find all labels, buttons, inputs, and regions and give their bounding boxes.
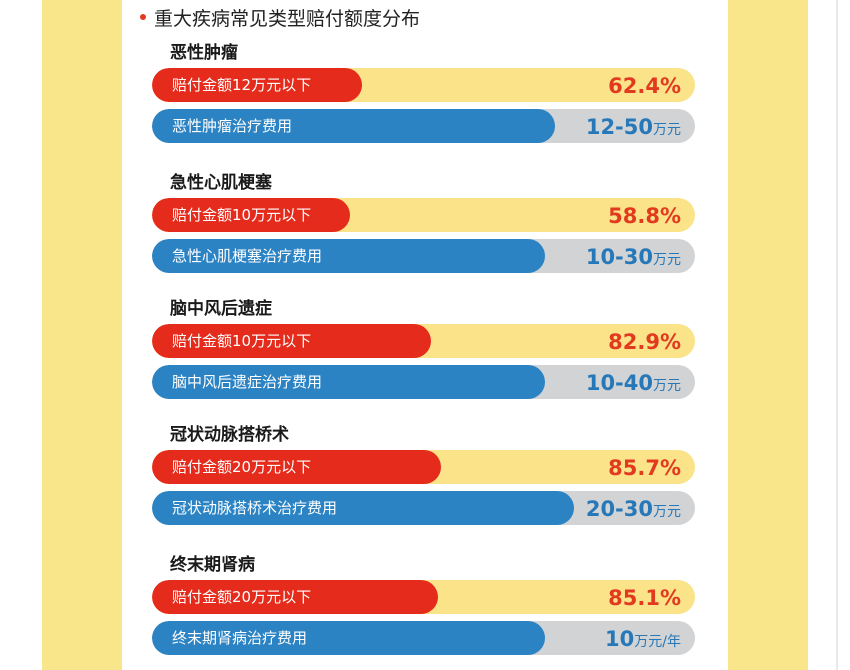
claim-percent-label: 85.1% [608,586,681,610]
cost-range-unit: 万元 [653,252,681,268]
cost-bar [152,365,545,399]
cost-bar [152,621,545,655]
cost-range-label: 10-30万元 [586,239,681,273]
claim-bar-track: 赔付金额20万元以下 85.7% [152,450,695,484]
disease-group: 恶性肿瘤赔付金额12万元以下 62.4% 恶性肿瘤治疗费用 12-50万元 [152,38,697,146]
disease-title: 冠状动脉搭桥术 [170,425,289,445]
cost-bar-track: 脑中风后遗症治疗费用 10-40万元 [152,365,695,399]
claim-bar-label: 赔付金额20万元以下 [172,458,312,476]
cost-range-label: 12-50万元 [586,109,681,143]
chart-heading-text: 重大疾病常见类型赔付额度分布 [154,7,421,30]
claim-bar-label: 赔付金额10万元以下 [172,206,312,224]
claim-bar-label: 赔付金额12万元以下 [172,76,312,94]
cost-bar-track: 冠状动脉搭桥术治疗费用 20-30万元 [152,491,695,525]
claim-percent-label: 62.4% [608,74,681,98]
disease-title: 急性心肌梗塞 [170,173,272,193]
cost-range-value: 10-30 [585,245,653,269]
cost-range-label: 10-40万元 [586,365,681,399]
disease-title: 脑中风后遗症 [170,299,272,319]
disease-group: 脑中风后遗症赔付金额10万元以下 82.9% 脑中风后遗症治疗费用 10-40万元 [152,294,697,402]
claim-percent-label: 85.7% [608,456,681,480]
cost-range-unit: 万元/年 [634,634,681,650]
cost-range-label: 20-30万元 [586,491,681,525]
cost-bar-track: 终末期肾病治疗费用 10万元/年 [152,621,695,655]
right-edge-line [836,0,838,670]
claim-bar-track: 赔付金额10万元以下 58.8% [152,198,695,232]
cost-bar [152,239,545,273]
disease-group: 冠状动脉搭桥术赔付金额20万元以下 85.7% 冠状动脉搭桥术治疗费用 20-30万元 [152,420,697,528]
right-yellow-border [728,0,808,670]
left-yellow-border [42,0,122,670]
cost-range-value: 20-30 [585,497,653,521]
disease-group: 急性心肌梗塞赔付金额10万元以下 58.8% 急性心肌梗塞治疗费用 10-30万元 [152,168,697,276]
disease-title: 恶性肿瘤 [170,43,238,63]
disease-title: 终末期肾病 [170,555,255,575]
cost-bar-label: 冠状动脉搭桥术治疗费用 [172,499,338,517]
claim-percent-label: 58.8% [608,204,681,228]
cost-range-value: 10-40 [585,371,653,395]
claim-bar [152,580,438,614]
cost-range-value: 10 [605,627,635,651]
cost-bar-label: 急性心肌梗塞治疗费用 [172,247,323,265]
claim-bar-track: 赔付金额10万元以下 82.9% [152,324,695,358]
cost-bar-track: 急性心肌梗塞治疗费用 10-30万元 [152,239,695,273]
claim-bar-label: 赔付金额10万元以下 [172,332,312,350]
bullet-dot-icon [140,14,146,20]
cost-range-value: 12-50 [585,115,653,139]
cost-range-unit: 万元 [653,378,681,394]
claim-percent-label: 82.9% [608,330,681,354]
cost-bar-track: 恶性肿瘤治疗费用 12-50万元 [152,109,695,143]
cost-bar-label: 脑中风后遗症治疗费用 [172,373,323,391]
claim-bar [152,324,431,358]
cost-bar-label: 终末期肾病治疗费用 [172,629,308,647]
cost-range-unit: 万元 [653,122,681,138]
cost-bar [152,491,574,525]
cost-range-label: 10万元/年 [605,621,681,655]
claim-bar [152,198,350,232]
claim-bar-track: 赔付金额20万元以下 85.1% [152,580,695,614]
claim-bar [152,68,362,102]
disease-group: 终末期肾病赔付金额20万元以下 85.1% 终末期肾病治疗费用 10万元/年 [152,550,697,658]
claim-bar-label: 赔付金额20万元以下 [172,588,312,606]
cost-bar [152,109,555,143]
claim-bar [152,450,441,484]
cost-range-unit: 万元 [653,504,681,520]
chart-panel: 重大疾病常见类型赔付额度分布 恶性肿瘤赔付金额12万元以下 62.4% 恶性肿瘤治疗… [122,0,728,670]
chart-heading: 重大疾病常见类型赔付额度分布 [140,4,420,30]
claim-bar-track: 赔付金额12万元以下 62.4% [152,68,695,102]
cost-bar-label: 恶性肿瘤治疗费用 [172,117,293,135]
